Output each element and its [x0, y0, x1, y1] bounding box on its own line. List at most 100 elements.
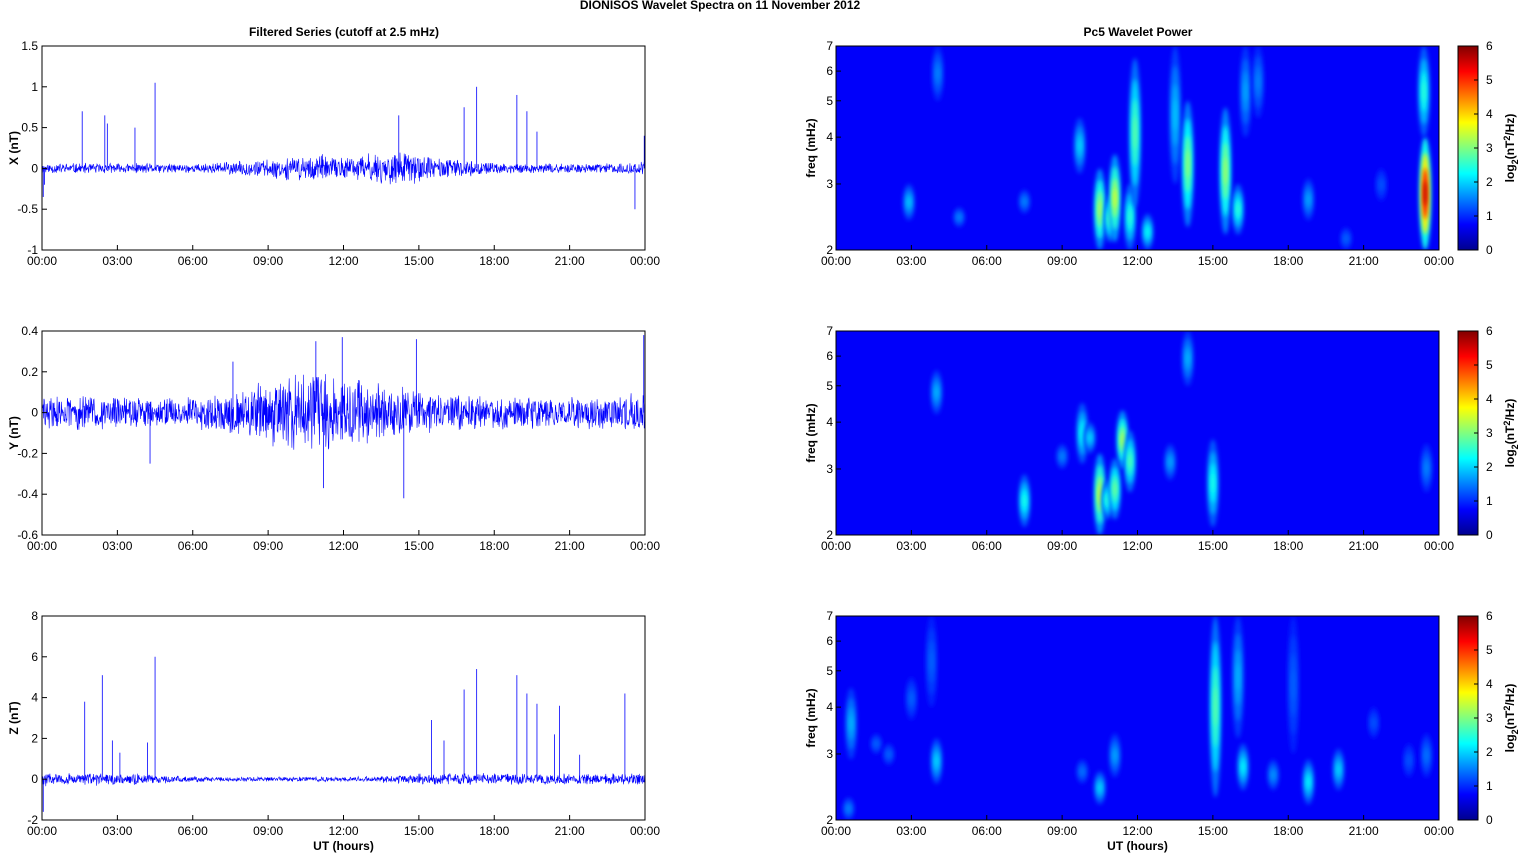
x-tick-label: 15:00 — [1198, 254, 1228, 268]
power-blob — [1098, 200, 1102, 219]
y-wavelet-panel: 2 3 4 5 6 7 00:00 03:00 06:00 09:00 12:00 15:00 18:0… — [804, 324, 1520, 553]
x-tick-label: 12:00 — [1122, 539, 1152, 553]
x-tick-label: 15:00 — [404, 539, 434, 553]
x-tick-label: 21:00 — [1349, 254, 1379, 268]
x-tick-label: 06:00 — [972, 539, 1002, 553]
x-tick-label: 00:00 — [630, 824, 660, 838]
power-blob — [1236, 203, 1240, 215]
z-wavelet-panel: 2 3 4 5 6 7 00:00 03:00 06:00 09:00 12:00 15:00 18:0… — [804, 609, 1520, 853]
power-blob — [1186, 352, 1190, 365]
power-blob — [1146, 227, 1149, 236]
x-tick-label: 00:00 — [1424, 539, 1454, 553]
y-tick-label: 7 — [826, 39, 833, 53]
x-tick-label: 18:00 — [1273, 539, 1303, 553]
power-blob — [1113, 482, 1117, 496]
power-blob — [1291, 669, 1295, 701]
y-tick-label: 3 — [826, 177, 833, 191]
power-blob — [910, 693, 913, 704]
x-tick-label: 09:00 — [1047, 539, 1077, 553]
power-blob — [1060, 453, 1064, 460]
x-tick-label: 21:00 — [555, 824, 585, 838]
y-tick-label: 1 — [31, 80, 38, 94]
x-tick-label: 12:00 — [1122, 824, 1152, 838]
power-blob — [1080, 426, 1084, 440]
x-tick-label: 18:00 — [1273, 254, 1303, 268]
power-blob — [847, 806, 850, 812]
plot-area — [42, 616, 645, 820]
y-axis-label: Z (nT) — [7, 701, 21, 734]
series-line — [41, 773, 646, 787]
power-blob — [936, 67, 940, 80]
colorbar-tick-label: 4 — [1486, 392, 1493, 406]
x-tick-label: 06:00 — [178, 539, 208, 553]
x-tick-label: 00:00 — [1424, 824, 1454, 838]
heatmap-cells — [930, 331, 1433, 535]
power-blob — [907, 198, 911, 207]
power-blob — [935, 387, 938, 398]
x-tick-label: 12:00 — [328, 824, 358, 838]
colorbar-tick-label: 4 — [1486, 677, 1493, 691]
power-blob — [1078, 139, 1082, 152]
y-tick-label: -1 — [27, 243, 38, 257]
colorbar-tick-label: 5 — [1486, 643, 1493, 657]
heatmap-cells — [902, 46, 1432, 250]
x-tick-label: 09:00 — [1047, 824, 1077, 838]
x-tick-label: 00:00 — [27, 539, 57, 553]
y-tick-label: 0.2 — [21, 365, 38, 379]
colorbar-label: log2(nT2/Hz) — [1502, 399, 1520, 468]
y-tick-label: 5 — [826, 94, 833, 108]
power-blob — [1106, 495, 1109, 505]
x-tick-label: 03:00 — [102, 539, 132, 553]
colorbar-tick-label: 6 — [1486, 609, 1493, 623]
colorbar: 0 1 2 3 4 5 6 log2(nT2/Hz) — [1457, 609, 1520, 827]
y-tick-label: -0.6 — [17, 528, 38, 542]
x-tick-label: 15:00 — [404, 254, 434, 268]
x-tick-label: 12:00 — [328, 254, 358, 268]
y-tick-label: 7 — [826, 609, 833, 623]
power-blob — [1080, 768, 1084, 775]
y-tick-label: 3 — [826, 747, 833, 761]
series-line — [41, 152, 646, 185]
power-blob — [935, 756, 938, 767]
x-tick-label: 03:00 — [102, 824, 132, 838]
y-tick-label: 0 — [31, 161, 38, 175]
y-series-panel: -0.6 -0.4 -0.2 0 0.2 0.4 00:00 03:00 06:00 09:00 1… — [7, 324, 660, 553]
power-blob — [874, 741, 878, 747]
y-axis-label: freq (mHz) — [804, 403, 818, 462]
x-tick-label: 00:00 — [1424, 254, 1454, 268]
x-tick-label: 09:00 — [253, 254, 283, 268]
y-tick-label: 0.5 — [21, 121, 38, 135]
power-blob — [1407, 756, 1411, 765]
y-tick-label: -0.4 — [17, 487, 38, 501]
power-blob — [1423, 181, 1427, 206]
x-tick-label: 09:00 — [253, 539, 283, 553]
colorbar-tick-label: 6 — [1486, 39, 1493, 53]
power-blob — [1088, 434, 1092, 442]
y-tick-label: 5 — [826, 664, 833, 678]
left-column-title: Filtered Series (cutoff at 2.5 mHz) — [249, 25, 439, 39]
x-tick-label: 03:00 — [102, 254, 132, 268]
x-tick-label: 18:00 — [1273, 824, 1303, 838]
x-tick-label: 21:00 — [555, 539, 585, 553]
power-blob — [1307, 194, 1310, 205]
power-blob — [1128, 454, 1132, 469]
y-tick-label: 4 — [826, 700, 833, 714]
x-tick-label: 21:00 — [1349, 539, 1379, 553]
x-axis-label: UT (hours) — [313, 839, 374, 853]
x-tick-label: 00:00 — [821, 539, 851, 553]
power-blob — [1344, 236, 1348, 242]
y-tick-label: -2 — [27, 813, 38, 827]
power-blob — [1098, 784, 1102, 792]
x-axis-label: UT (hours) — [1107, 839, 1168, 853]
colorbar-tick-label: 1 — [1486, 779, 1493, 793]
power-blob — [1256, 74, 1260, 90]
y-tick-label: -0.5 — [17, 202, 38, 216]
colorbar-tick-label: 2 — [1486, 175, 1493, 189]
y-tick-label: 7 — [826, 324, 833, 338]
y-axis-label: X (nT) — [7, 131, 21, 165]
x-tick-label: 00:00 — [27, 254, 57, 268]
colorbar: 0 1 2 3 4 5 6 log2(nT2/Hz) — [1457, 324, 1520, 542]
power-blob — [1244, 81, 1247, 102]
y-tick-label: 3 — [826, 462, 833, 476]
power-blob — [1173, 99, 1177, 131]
